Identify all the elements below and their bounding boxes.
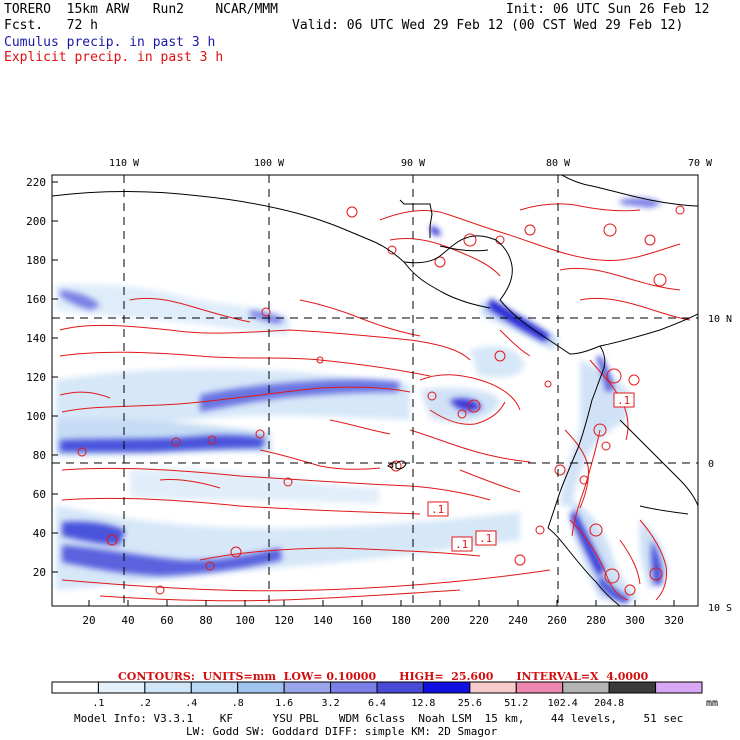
coastlines xyxy=(52,175,698,606)
x-tick-label: 120 xyxy=(274,614,294,627)
colorbar-swatch xyxy=(562,681,610,694)
x-tick-label: 200 xyxy=(430,614,450,627)
colorbar-label: .2 xyxy=(139,698,151,709)
x-tick-label: 180 xyxy=(391,614,411,627)
y-tick-label: 120 xyxy=(26,371,46,384)
lon-label-100w: 100 W xyxy=(254,158,285,169)
contours-info: CONTOURS: UNITS=mm LOW= 0.10000 HIGH= 25… xyxy=(118,670,649,683)
y-tick-label: 140 xyxy=(26,332,46,345)
colorbar-swatch xyxy=(144,681,192,694)
contour-label-3: .1 xyxy=(479,532,492,545)
colorbar-unit: mm xyxy=(706,698,718,709)
x-tick-label: 220 xyxy=(469,614,489,627)
lon-label-110w: 110 W xyxy=(109,158,140,169)
colorbar-swatch xyxy=(515,681,564,694)
x-tick-label: 280 xyxy=(586,614,606,627)
x-tick-label: 300 xyxy=(625,614,645,627)
colorbar-label: 1.6 xyxy=(275,698,293,709)
colorbar-swatch xyxy=(190,681,239,694)
lat-label-10s: 10 S xyxy=(708,603,732,614)
init-time: Init: 06 UTC Sun 26 Feb 12 xyxy=(506,2,710,17)
colorbar-swatch xyxy=(97,681,146,694)
lon-label-90w: 90 W xyxy=(401,158,426,169)
x-tick-label: 100 xyxy=(235,614,255,627)
lon-label-80w: 80 W xyxy=(546,158,571,169)
y-tick-label: 200 xyxy=(26,215,46,228)
x-tick-label: 80 xyxy=(199,614,212,627)
x-axis: 20 40 60 80 100 120 140 160 180 200 220 … xyxy=(82,600,684,627)
y-tick-label: 40 xyxy=(33,527,46,540)
contour-value-labels: .1 .1 .1 .1 xyxy=(427,392,635,552)
lon-label-70w: 70 W xyxy=(688,158,713,169)
x-tick-label: 320 xyxy=(664,614,684,627)
colorbar-swatch xyxy=(655,681,703,694)
colorbar-label: 6.4 xyxy=(368,698,386,709)
colorbar-label: 204.8 xyxy=(594,698,624,709)
run-title: TORERO 15km ARW Run2 NCAR/MMM xyxy=(4,2,278,17)
cumulus-legend-line: Cumulus precip. in past 3 h xyxy=(4,35,216,50)
colorbar-swatch xyxy=(608,681,657,694)
colorbar-swatch xyxy=(51,681,99,694)
longitude-labels: 110 W 100 W 90 W 80 W 70 W xyxy=(109,158,713,169)
y-tick-label: 160 xyxy=(26,293,46,306)
contour-label-2: .1 xyxy=(455,538,468,551)
x-tick-label: 20 xyxy=(82,614,95,627)
colorbar-label: 51.2 xyxy=(504,698,528,709)
colorbar-swatch xyxy=(376,681,424,694)
model-info-line1: Model Info: V3.3.1 KF YSU PBL WDM 6class… xyxy=(74,712,684,725)
x-tick-label: 240 xyxy=(508,614,528,627)
colorbar-label: .8 xyxy=(232,698,244,709)
model-info-line2: LW: Godd SW: Goddard DIFF: simple KM: 2D… xyxy=(186,725,498,738)
colorbar-swatch xyxy=(237,681,285,694)
colorbar-label: 25.6 xyxy=(458,698,482,709)
explicit-legend-line: Explicit precip. in past 3 h xyxy=(4,50,224,65)
colorbar-swatch xyxy=(283,681,332,694)
x-tick-label: 40 xyxy=(121,614,134,627)
colorbar-label: 12.8 xyxy=(411,698,435,709)
forecast-hour: Fcst. 72 h xyxy=(4,18,98,33)
graticule xyxy=(52,175,698,606)
x-tick-label: 160 xyxy=(352,614,372,627)
colorbar-swatch xyxy=(330,681,378,694)
x-tick-label: 140 xyxy=(313,614,333,627)
y-tick-label: 100 xyxy=(26,410,46,423)
valid-time: Valid: 06 UTC Wed 29 Feb 12 (00 CST Wed … xyxy=(292,18,684,33)
lat-label-0: 0 xyxy=(708,459,714,470)
x-tick-label: 60 xyxy=(160,614,173,627)
map-body: .1 .1 .1 .1 xyxy=(52,175,698,606)
x-tick-label: 260 xyxy=(547,614,567,627)
colorbar-label: .1 xyxy=(92,698,104,709)
color-bar: .1 .2 .4 .8 1.6 3.2 6.4 12.8 25.6 51.2 102.4 204.8 xyxy=(51,681,703,709)
map-frame xyxy=(51,174,699,607)
y-tick-label: 220 xyxy=(26,176,46,189)
y-tick-label: 80 xyxy=(33,449,46,462)
y-tick-label: 180 xyxy=(26,254,46,267)
y-tick-label: 60 xyxy=(33,488,46,501)
colorbar-label: 3.2 xyxy=(322,698,340,709)
y-tick-label: 20 xyxy=(33,566,46,579)
contour-label-4: .1 xyxy=(617,394,630,407)
colorbar-label: 102.4 xyxy=(548,698,578,709)
contour-label-1: .1 xyxy=(431,503,444,516)
y-axis: 220 200 180 160 140 120 100 80 60 40 20 xyxy=(26,176,58,579)
colorbar-swatch xyxy=(422,681,471,694)
colorbar-swatch xyxy=(469,681,517,694)
colorbar-label: .4 xyxy=(185,698,197,709)
latitude-labels: 10 N 0 10 S xyxy=(708,314,732,614)
lat-label-10n: 10 N xyxy=(708,314,732,325)
